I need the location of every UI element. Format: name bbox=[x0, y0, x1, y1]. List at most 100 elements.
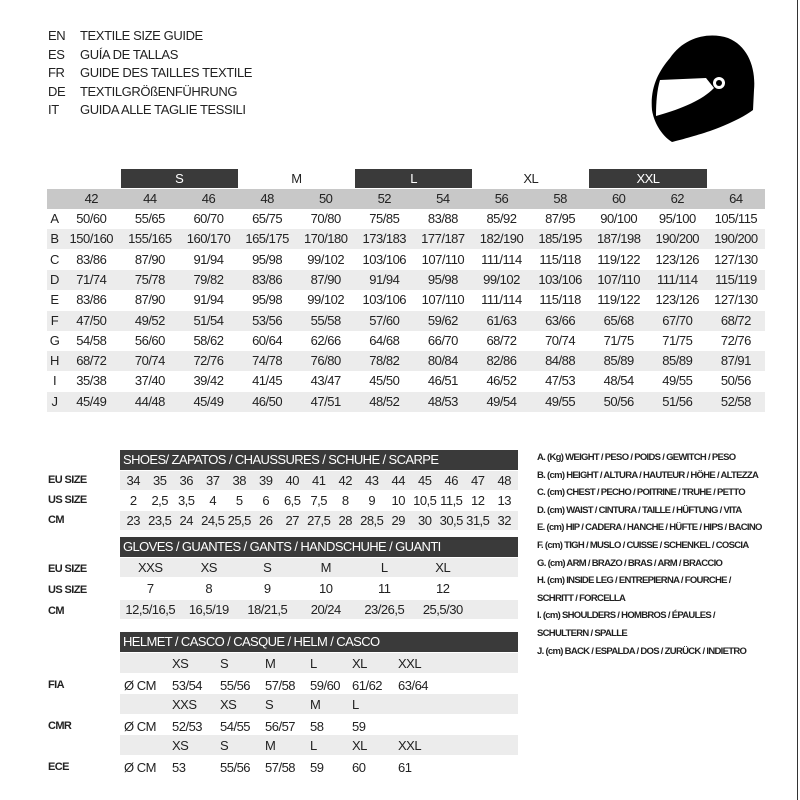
table-row-bg bbox=[47, 229, 765, 250]
table-cell: 87/90 bbox=[134, 292, 166, 308]
title-row: ES GUÍA DE TALLAS bbox=[48, 46, 252, 65]
standard-label: CMR bbox=[48, 720, 72, 732]
table-row-bg bbox=[120, 558, 518, 577]
table-cell: 51/54 bbox=[193, 312, 224, 328]
table-cell: 182/190 bbox=[479, 231, 524, 247]
table-cell: 105/115 bbox=[714, 211, 758, 226]
table-cell: 28,5 bbox=[360, 513, 384, 528]
table-cell: 32 bbox=[497, 513, 512, 528]
table-cell: 79/82 bbox=[193, 271, 224, 287]
table-cell: 48/53 bbox=[427, 393, 459, 409]
helmet-size: XS bbox=[220, 697, 237, 712]
table-cell: 24,5 bbox=[201, 513, 225, 528]
table-cell: 35 bbox=[153, 473, 167, 488]
size-group-s: S bbox=[120, 169, 238, 188]
size-row-bg bbox=[120, 735, 518, 755]
table-cell: 170/180 bbox=[303, 231, 348, 247]
table-cell: 51/56 bbox=[662, 393, 693, 409]
helmet-value: 53/54 bbox=[172, 678, 203, 693]
table-cell: 8 bbox=[205, 581, 213, 596]
helmet-size: XL bbox=[352, 738, 367, 753]
table-cell: 80/84 bbox=[427, 353, 459, 369]
table-cell: 2 bbox=[129, 493, 137, 508]
row-label: J bbox=[51, 393, 59, 409]
size-group-xxl: XXL bbox=[589, 169, 707, 188]
helmet-size: S bbox=[265, 697, 274, 712]
table-cell: 42 bbox=[338, 473, 353, 488]
table-cell: 59/62 bbox=[427, 312, 459, 328]
table-cell: 68/72 bbox=[76, 353, 107, 369]
table-cell: 29 bbox=[391, 513, 406, 528]
table-cell: 49/55 bbox=[545, 393, 576, 409]
row-label: B bbox=[50, 231, 59, 247]
table-cell: 39/42 bbox=[193, 373, 224, 389]
table-cell: 160/170 bbox=[186, 231, 231, 247]
table-cell: 107/110 bbox=[421, 292, 465, 308]
table-cell: 119/122 bbox=[597, 292, 640, 308]
table-cell: XL bbox=[435, 560, 451, 575]
measurement-legend: A. (Kg) WEIGHT / PESO / POIDS / GEWITCH … bbox=[537, 449, 787, 660]
table-cell: 91/94 bbox=[369, 271, 400, 287]
table-cell: 72/76 bbox=[720, 332, 752, 348]
table-row-bg bbox=[120, 511, 518, 530]
row-label: H bbox=[50, 353, 59, 369]
table-cell: 76/80 bbox=[310, 353, 342, 369]
table-cell: 103/106 bbox=[362, 251, 407, 267]
helmet-size: XXS bbox=[172, 697, 197, 712]
table-cell: 70/74 bbox=[134, 353, 166, 369]
legend-item: E. (cm) HIP / CADERA / HANCHE / HÜFTE / … bbox=[537, 522, 762, 534]
title-text: TEXTILE SIZE GUIDE bbox=[80, 28, 203, 43]
language-code: EN bbox=[48, 28, 66, 43]
table-cell: 74/78 bbox=[252, 353, 283, 369]
table-cell: 2,5 bbox=[151, 493, 169, 508]
helmet-value: 54/55 bbox=[220, 719, 251, 734]
helmet-size: S bbox=[220, 738, 229, 753]
helmet-value: 61/62 bbox=[352, 678, 383, 693]
table-cell: 49/55 bbox=[662, 373, 693, 389]
table-cell: 63/66 bbox=[545, 312, 576, 328]
table-cell: 5 bbox=[235, 493, 243, 508]
table-cell: 36 bbox=[179, 473, 194, 488]
table-cell: 20/24 bbox=[310, 602, 342, 617]
table-cell: 60/70 bbox=[193, 211, 224, 226]
table-cell: L bbox=[380, 560, 388, 575]
table-cell: 165/175 bbox=[245, 231, 289, 247]
title-row: FR GUIDE DES TAILLES TEXTILE bbox=[48, 64, 252, 83]
title-row: DE TEXTILGRÖßENFÜHRUNG bbox=[48, 83, 252, 102]
table-cell: 53/56 bbox=[252, 312, 283, 328]
table-cell: 72/76 bbox=[193, 353, 224, 369]
legend-item: H. (cm) INSIDE LEG / ENTREPIERNA / FOURC… bbox=[537, 575, 731, 587]
helmet-value: 59/60 bbox=[310, 678, 341, 693]
table-cell: 83/86 bbox=[76, 292, 107, 308]
row-label: E bbox=[50, 292, 59, 308]
table-cell: 11,5 bbox=[440, 493, 463, 508]
table-cell: 28 bbox=[338, 513, 353, 528]
table-cell: 45/49 bbox=[193, 393, 224, 409]
table-row-bg bbox=[47, 391, 765, 412]
table-cell: 43/47 bbox=[310, 373, 342, 389]
table-cell: 91/94 bbox=[193, 292, 224, 308]
table-cell: 43 bbox=[365, 473, 379, 488]
table-cell: 25,5 bbox=[227, 513, 252, 528]
table-row-bg bbox=[120, 600, 518, 619]
table-cell: 123/126 bbox=[655, 292, 700, 308]
helmet-value: 56/57 bbox=[265, 719, 296, 734]
table-cell: 3,5 bbox=[177, 493, 195, 508]
table-cell: 48/54 bbox=[603, 373, 635, 389]
table-cell: 66/70 bbox=[427, 332, 459, 348]
helmet-size: L bbox=[352, 697, 359, 712]
table-cell: 107/110 bbox=[597, 271, 640, 287]
helmet-size: S bbox=[220, 656, 229, 671]
table-cell: 6,5 bbox=[283, 493, 301, 508]
table-cell: XS bbox=[200, 560, 218, 575]
table-cell: 71/75 bbox=[603, 332, 635, 348]
table-cell: 9 bbox=[368, 493, 376, 508]
table-cell: 16,5/19 bbox=[188, 602, 229, 617]
helmet-value: 59 bbox=[310, 760, 324, 775]
title-row: EN TEXTILE SIZE GUIDE bbox=[48, 27, 252, 46]
table-cell: 35/38 bbox=[76, 373, 107, 389]
table-cell: 87/90 bbox=[310, 271, 342, 287]
language-code: IT bbox=[48, 102, 59, 117]
table-cell: 83/86 bbox=[252, 271, 283, 287]
table-cell: 123/126 bbox=[655, 251, 700, 267]
